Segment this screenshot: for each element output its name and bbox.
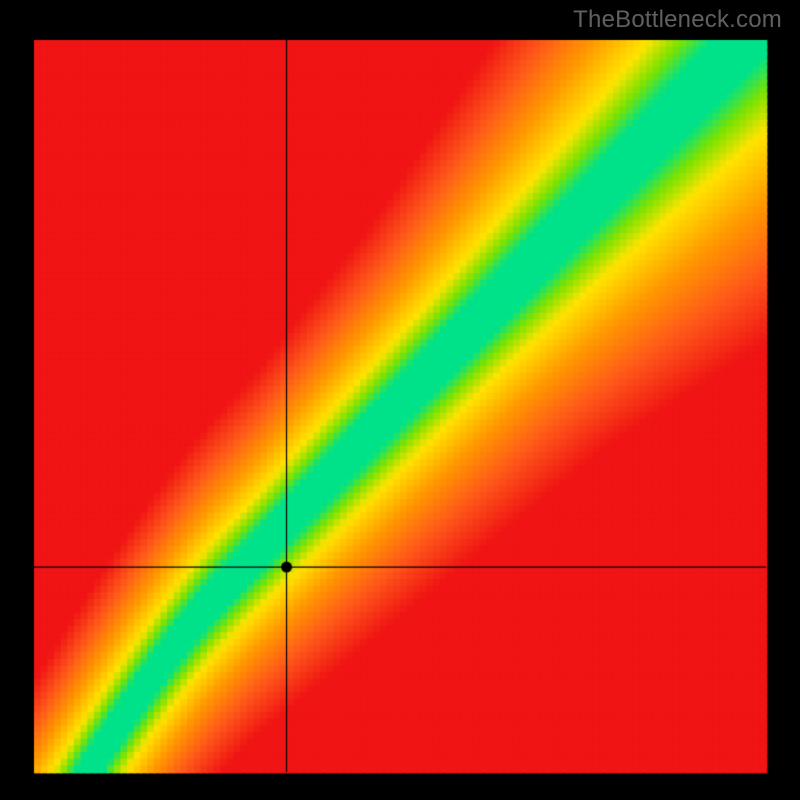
- watermark-text: TheBottleneck.com: [573, 6, 782, 34]
- bottleneck-heatmap: [0, 0, 800, 800]
